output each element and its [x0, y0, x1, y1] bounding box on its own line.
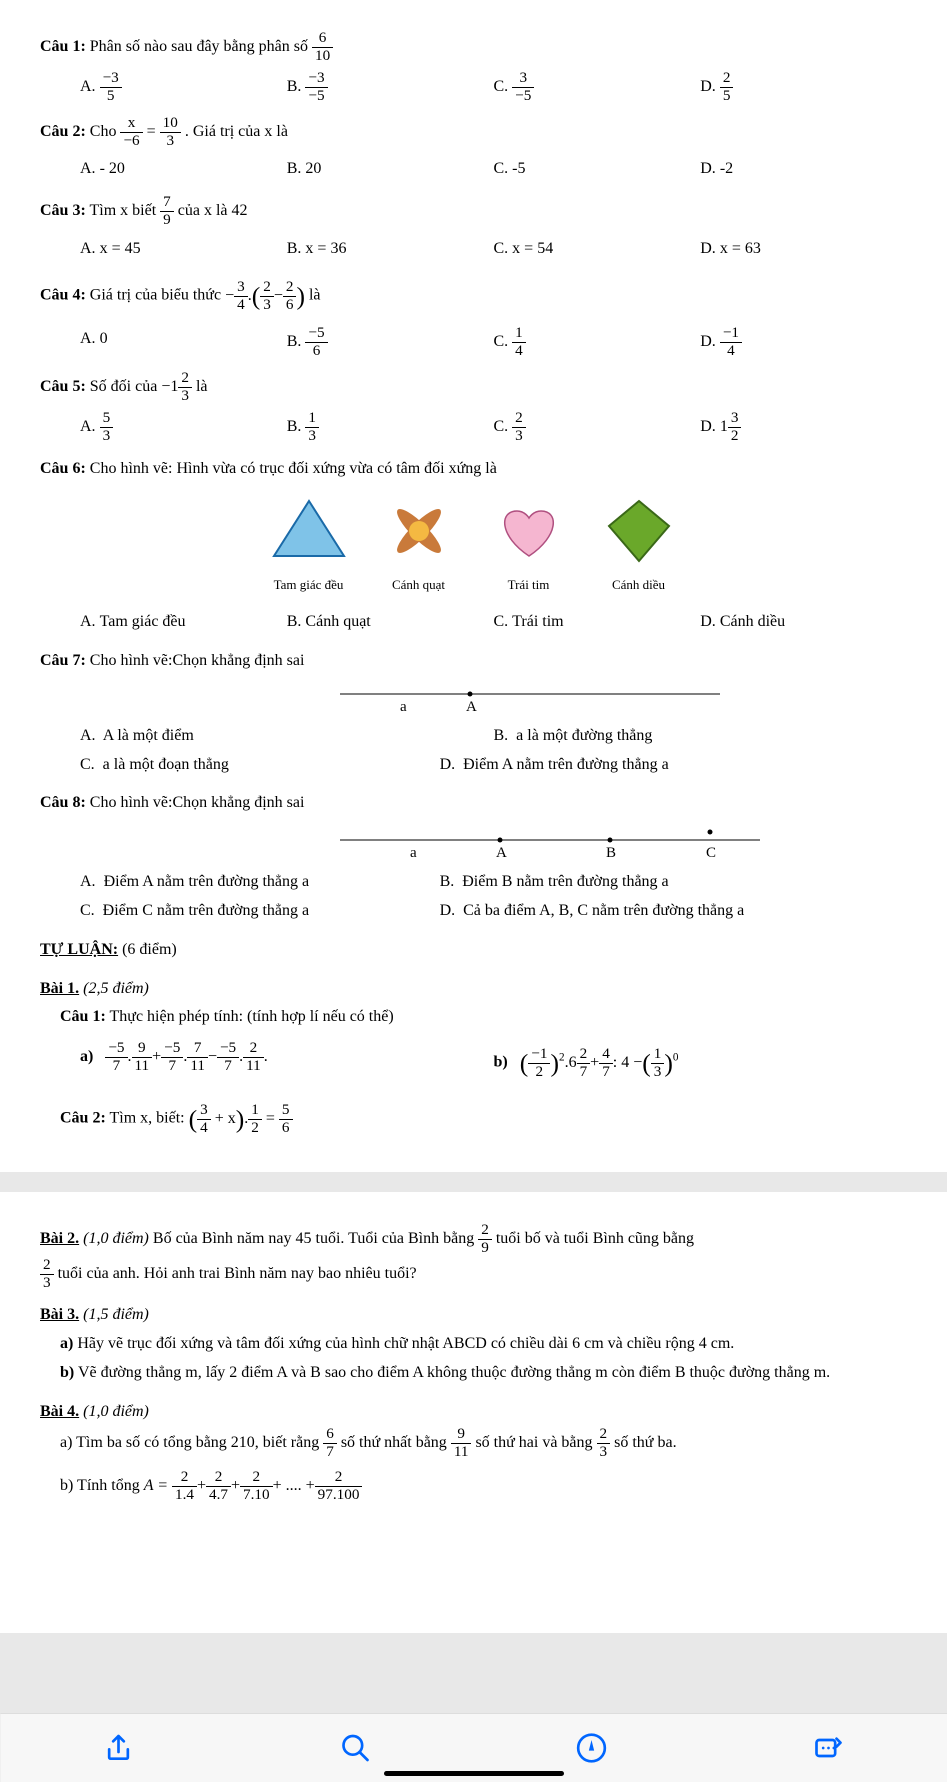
q6-shapes: Tam giác đều Cánh quạt Trái tim Cánh diề… [40, 496, 907, 597]
q8-options: A. Điểm A nằm trên đường thẳng a B. Điểm… [80, 868, 907, 926]
question-1: Câu 1: Phân số nào sau đây bằng phân số … [40, 30, 907, 105]
bai1-b: b) (−12)2.627+47: 4 −(13)0 [494, 1040, 908, 1086]
question-6: Câu 6: Cho hình vẽ: Hình vừa có trục đối… [40, 455, 907, 637]
svg-text:a: a [400, 699, 407, 714]
q7-opt-a: A. A là một điểm [80, 722, 494, 751]
q3-opt-d: D.x = 63 [700, 235, 907, 264]
q8-opt-a: A. Điểm A nằm trên đường thẳng a [80, 868, 440, 897]
triangle-icon [269, 496, 349, 566]
q2-opt-d: D.-2 [700, 155, 907, 184]
q2-opt-b: B.20 [287, 155, 494, 184]
q3-opt-b: B.x = 36 [287, 235, 494, 264]
bai4-b: b) Tính tổng A = 21.4+24.7+27.10+ .... +… [60, 1469, 907, 1503]
svg-text:C: C [706, 845, 716, 860]
q7-opt-c: C. a là một đoạn thẳng [80, 751, 440, 780]
bai4-a: a) Tìm ba số có tổng bằng 210, biết rằng… [60, 1426, 907, 1460]
q6-opt-a: A.Tam giác đều [80, 608, 287, 637]
q6-opt-c: C.Trái tim [494, 608, 701, 637]
q6-opt-b: B.Cánh quạt [287, 608, 494, 637]
tu-luan-header: TỰ LUẬN: (6 điểm) [40, 936, 907, 965]
q5-opt-b: B.13 [287, 410, 494, 444]
q7-opt-b: B. a là một đường thẳng [494, 722, 908, 751]
question-4: Câu 4: Giá trị của biểu thức −34.(23−26)… [40, 273, 907, 360]
q1-opt-c: C.3−5 [494, 70, 701, 104]
question-3: Câu 3: Tìm x biết 79 của x là 42 A.x = 4… [40, 194, 907, 263]
page-1: Câu 1: Phân số nào sau đây bằng phân số … [0, 0, 947, 1172]
q8-diagram: a A B C [340, 826, 760, 860]
q6-options: A.Tam giác đều B.Cánh quạt C.Trái tim D.… [80, 608, 907, 637]
bai-1: Bài 1. (2,5 điểm) Câu 1: Thực hiện phép … [40, 975, 907, 1143]
q4-options: A.0 B.−56 C.14 D.−14 [80, 325, 907, 359]
svg-text:A: A [466, 699, 477, 714]
question-8: Câu 8: Cho hình vẽ:Chọn khẳng định sai a… [40, 789, 907, 925]
question-7: Câu 7: Cho hình vẽ:Chọn khẳng định sai a… [40, 647, 907, 779]
svg-text:B: B [606, 845, 616, 860]
q5-options: A.53 B.13 C.23 D.132 [80, 410, 907, 444]
q4-opt-d: D.−14 [700, 325, 907, 359]
q1-opt-a: A.−35 [80, 70, 287, 104]
q1-options: A.−35 B.−3−5 C.3−5 D.25 [80, 70, 907, 104]
home-indicator[interactable] [384, 1771, 564, 1776]
marker-icon[interactable] [576, 1732, 608, 1764]
svg-text:A: A [496, 845, 507, 860]
q2-opt-a: A.- 20 [80, 155, 287, 184]
q3-opt-c: C.x = 54 [494, 235, 701, 264]
q2-opt-c: C.-5 [494, 155, 701, 184]
kite-icon [599, 496, 679, 566]
q8-opt-d: D. Cả ba điểm A, B, C nằm trên đường thẳ… [440, 897, 907, 926]
bai-2: Bài 2. (1,0 điểm) Bố của Bình năm nay 45… [40, 1222, 907, 1291]
bai3-a: a) Hãy vẽ trục đối xứng và tâm đối xứng … [60, 1330, 907, 1359]
q7-opt-d: D. Điểm A nằm trên đường thẳng a [440, 751, 907, 780]
bai3-b: b) Vẽ đường thẳng m, lấy 2 điểm A và B s… [60, 1359, 907, 1388]
share-icon[interactable] [102, 1732, 134, 1764]
bai1-c2: Câu 2: Tìm x, biết: (34 + x).12 = 56 [60, 1096, 907, 1142]
q1-text: Phân số nào sau đây bằng phân số [90, 38, 308, 55]
svg-text:a: a [410, 845, 417, 860]
shape-kite: Cánh diều [599, 496, 679, 597]
fan-icon [379, 496, 459, 566]
q6-opt-d: D.Cánh diều [700, 608, 907, 637]
bai1-a: a) −57.911+−57.711−−57.211. [80, 1040, 494, 1086]
shape-heart: Trái tim [489, 496, 569, 597]
search-icon[interactable] [339, 1732, 371, 1764]
q4-opt-c: C.14 [494, 325, 701, 359]
q1-title: Câu 1: [40, 38, 86, 55]
q1-frac: 610 [312, 30, 333, 64]
heart-icon [489, 496, 569, 566]
q7-options: A. A là một điểm B. a là một đường thẳng… [80, 722, 907, 780]
q8-opt-b: B. Điểm B nằm trên đường thẳng a [440, 868, 907, 897]
q5-opt-d: D.132 [700, 410, 907, 444]
page-2: Bài 2. (1,0 điểm) Bố của Bình năm nay 45… [0, 1192, 947, 1633]
q5-opt-a: A.53 [80, 410, 287, 444]
q7-diagram: a A [340, 684, 720, 714]
q1-opt-d: D.25 [700, 70, 907, 104]
question-2: Câu 2: Cho x−6 = 103 . Giá trị của x là … [40, 115, 907, 184]
edit-icon[interactable] [813, 1732, 845, 1764]
q3-options: A.x = 45 B.x = 36 C.x = 54 D.x = 63 [80, 235, 907, 264]
q4-opt-b: B.−56 [287, 325, 494, 359]
q8-opt-c: C. Điểm C nằm trên đường thẳng a [80, 897, 440, 926]
bai-4: Bài 4. (1,0 điểm) a) Tìm ba số có tổng b… [40, 1398, 907, 1504]
bai-3: Bài 3. (1,5 điểm) a) Hãy vẽ trục đối xứn… [40, 1301, 907, 1387]
question-5: Câu 5: Số đối của −123 là A.53 B.13 C.23… [40, 370, 907, 445]
shape-triangle: Tam giác đều [269, 496, 349, 597]
q3-opt-a: A.x = 45 [80, 235, 287, 264]
q1-opt-b: B.−3−5 [287, 70, 494, 104]
q5-opt-c: C.23 [494, 410, 701, 444]
shape-fan: Cánh quạt [379, 496, 459, 597]
q2-options: A.- 20 B.20 C.-5 D.-2 [80, 155, 907, 184]
q4-opt-a: A.0 [80, 325, 287, 359]
